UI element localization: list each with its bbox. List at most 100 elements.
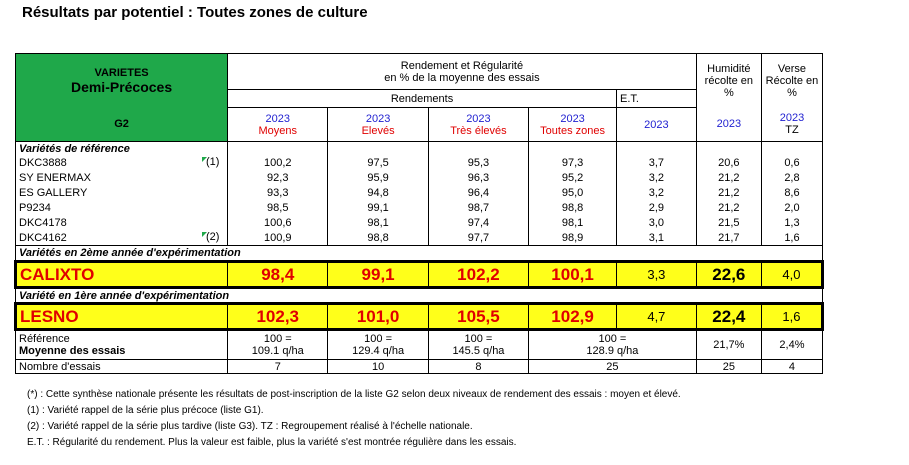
value-moyens: 102,3 [227, 303, 329, 330]
results-table: VARIETES Demi-Précoces Rendement et Régu… [14, 53, 824, 374]
variety-name: ES GALLERY [19, 187, 88, 199]
table-row: ES GALLERY 93,3 94,8 96,4 95,0 3,2 21,2 8,6 [14, 185, 824, 201]
col-tres-eleves: 2023 Très élevés [427, 107, 530, 142]
value-humidite: 21,2 [695, 170, 762, 186]
nombre-humidite: 25 [695, 359, 762, 374]
value-humidite: 22,4 [695, 303, 762, 330]
varietes-header: VARIETES Demi-Précoces [14, 53, 229, 108]
value-moyens: 93,3 [227, 185, 329, 201]
value-eleves: 98,1 [327, 215, 429, 231]
variety-name: SY ENERMAX [19, 172, 91, 184]
variety-name: LESNO [14, 303, 229, 330]
variety-cell: DKC4162 (2) [14, 230, 229, 246]
ref-humidite: 21,7% [695, 329, 762, 360]
table-row: SY ENERMAX 92,3 95,9 96,3 95,2 3,2 21,2 2,8 [14, 170, 824, 186]
value-et: 3,7 [616, 155, 697, 171]
value-toutes-zones: 95,0 [528, 185, 618, 201]
year-label: 2023 [779, 112, 805, 125]
value-moyens: 92,3 [227, 170, 329, 186]
ref-moyens: 100 = 109.1 q/ha [227, 329, 329, 360]
value-eleves: 99,1 [327, 261, 429, 288]
nombre-eleves: 10 [327, 359, 429, 374]
value-eleves: 94,8 [327, 185, 429, 201]
verse-line1: Verse [777, 62, 807, 75]
variety-cell: ES GALLERY [14, 185, 229, 201]
col-et-year: 2023 [616, 107, 697, 142]
value-moyens: 100,6 [227, 215, 329, 231]
value-et: 3,0 [616, 215, 697, 231]
toutes-zones-label: Toutes zones [540, 124, 605, 137]
ref-tres-eleves: 100 = 145.5 q/ha [427, 329, 530, 360]
nombre-toutes-zones: 25 [528, 359, 697, 374]
variety-name: CALIXTO [14, 261, 229, 288]
tz-label: TZ [785, 124, 799, 137]
nombre-essais-label: Nombre d'essais [14, 359, 229, 374]
ref-eq: 100 = [464, 333, 493, 345]
verse-line2: Récolte en [765, 74, 819, 87]
value-eleves: 97,5 [327, 155, 429, 171]
ref-toutes-zones: 100 = 128.9 q/ha [528, 329, 697, 360]
value-verse: 4,0 [760, 261, 824, 288]
verse-line3: % [787, 86, 797, 99]
value-moyens: 100,2 [227, 155, 329, 171]
value-humidite: 21,5 [695, 215, 762, 231]
humidite-header: Humidité récolte en % [695, 53, 762, 108]
value-tres-eleves: 96,4 [427, 185, 530, 201]
footnote: E.T. : Régularité du rendement. Plus la … [27, 437, 517, 448]
value-tres-eleves: 98,7 [427, 200, 530, 216]
rendement-title: Rendement et Régularité [400, 59, 524, 72]
value-verse: 2,8 [760, 170, 824, 186]
col-verse: 2023 TZ [760, 107, 824, 142]
value-tres-eleves: 105,5 [427, 303, 530, 330]
value-humidite: 21,2 [695, 185, 762, 201]
reference-label: Référence [19, 333, 70, 345]
header-row-1: VARIETES Demi-Précoces Rendement et Régu… [14, 53, 824, 108]
calixto-row: CALIXTO 98,4 99,1 102,2 100,1 3,3 22,6 4… [14, 261, 824, 288]
reference-average-row: Référence Moyenne des essais 100 = 109.1 … [14, 329, 824, 360]
ref-eq: 100 = [364, 333, 393, 345]
comment-marker-icon [202, 156, 207, 162]
variety-name: DKC3888 [19, 157, 67, 169]
rendement-header: Rendement et Régularité en % de la moyen… [227, 53, 697, 90]
rendements-header: Rendements [227, 89, 618, 108]
verse-header: Verse Récolte en % [760, 53, 824, 108]
variety-cell: SY ENERMAX [14, 170, 229, 186]
footnote: (2) : Variété rappel de la série plus ta… [27, 421, 473, 432]
value-verse: 1,6 [760, 303, 824, 330]
value-et: 3,2 [616, 185, 697, 201]
variety-cell: DKC4178 [14, 215, 229, 231]
value-eleves: 99,1 [327, 200, 429, 216]
value-verse: 1,6 [760, 230, 824, 246]
value-toutes-zones: 98,1 [528, 215, 618, 231]
comment-marker-icon [202, 231, 207, 237]
value-verse: 2,0 [760, 200, 824, 216]
moyens-label: Moyens [258, 124, 298, 137]
nombre-tres-eleves: 8 [427, 359, 530, 374]
value-tres-eleves: 95,3 [427, 155, 530, 171]
lesno-row: LESNO 102,3 101,0 105,5 102,9 4,7 22,4 1… [14, 303, 824, 330]
section-second-year-row: Variétés en 2ème année d'expérimentation [15, 245, 823, 262]
value-humidite: 20,6 [695, 155, 762, 171]
ref-eq: 100 = [598, 333, 627, 345]
table-row: DKC4178 100,6 98,1 97,4 98,1 3,0 21,5 1,3 [14, 215, 824, 231]
variety-name: P9234 [19, 202, 51, 214]
footnote: (1) : Variété rappel de la série plus pr… [27, 405, 264, 416]
list-label: G2 [14, 107, 229, 142]
value-et: 4,7 [616, 303, 697, 330]
value-moyens: 98,5 [227, 200, 329, 216]
footnote-ref: (1) [206, 155, 220, 168]
col-toutes-zones: 2023 Toutes zones [528, 107, 618, 142]
year-label: 2023 [265, 112, 290, 125]
page-title: Résultats par potentiel : Toutes zones d… [22, 4, 368, 21]
value-tres-eleves: 96,3 [427, 170, 530, 186]
ref-eq: 100 = [263, 333, 292, 345]
year-label: 2023 [365, 112, 391, 125]
value-et: 3,2 [616, 170, 697, 186]
reference-rows: DKC3888 (1) 100,2 97,5 95,3 97,3 3,7 20,6 0,6 SY … [14, 155, 824, 246]
ref-value: 145.5 q/ha [452, 345, 505, 357]
section-first-year-label: Variété en 1ère année d'expérimentation [15, 287, 823, 304]
reference-average-label: Référence Moyenne des essais [14, 329, 229, 360]
value-toutes-zones: 95,2 [528, 170, 618, 186]
value-tres-eleves: 97,7 [427, 230, 530, 246]
value-et: 2,9 [616, 200, 697, 216]
